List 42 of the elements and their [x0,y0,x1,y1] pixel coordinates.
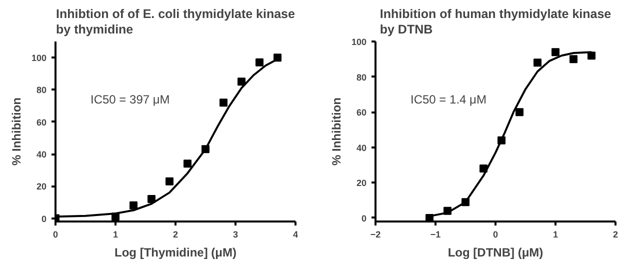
point [238,78,246,86]
chart-title: Inhibition of human thymidylate kinase by DTNB [380,7,612,36]
x-axis-title: Log [DTNB] (μM) [448,246,544,260]
point [516,108,524,116]
y-tick-label: 20 [356,178,367,188]
annotation: IC50 = 397 μM [90,92,170,106]
y-axis-title: % Inhibition [329,97,344,166]
x-tick-label: −1 [430,230,441,240]
y-tick-label: 40 [356,142,367,153]
y-tick-label: 80 [356,72,367,82]
point [220,98,228,107]
point [130,201,138,210]
x-tick-label: 1 [112,230,118,240]
x-tick-label: 1 [552,230,558,240]
y-tick-label: 0 [361,213,367,224]
annotation: IC50 = 1.4 μM [410,92,486,106]
point [256,58,264,66]
y-tick-label: 100 [31,53,47,64]
x-tick-label: −2 [370,230,381,240]
y-tick-label: 100 [351,37,367,47]
x-tick-label: 4 [292,230,298,240]
x-tick-label: 0 [52,230,58,240]
x-tick-label: 0 [492,230,498,240]
chart-title: Inhibtion of of E. coli thymidylate kinase by thymidine [56,7,296,36]
x-tick-label: 2 [612,230,618,240]
y-tick-label: 40 [36,150,47,160]
point [588,52,596,60]
point [570,55,578,64]
y-tick-label: 0 [41,214,47,224]
x-axis-title: Log [Thymidine] (μM) [114,246,237,260]
x-tick-label: 3 [232,230,238,240]
y-tick-label: 80 [36,85,47,96]
point [184,160,192,168]
y-tick-label: 60 [36,117,47,128]
x-tick-label: 2 [172,230,178,240]
y-tick-label: 20 [36,182,47,192]
point [166,177,174,186]
point [552,48,560,56]
y-axis-title: % Inhibition [9,97,24,166]
y-tick-label: 60 [356,108,367,118]
point [148,195,156,203]
point [534,58,542,67]
